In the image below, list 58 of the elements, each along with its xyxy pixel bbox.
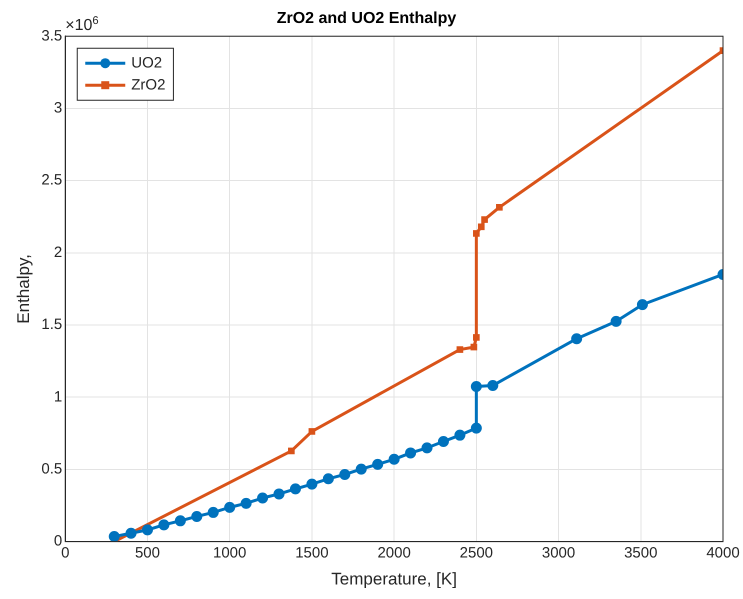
point — [438, 436, 449, 448]
point — [356, 464, 367, 475]
point — [470, 422, 482, 434]
x-tick-label: 3000 — [542, 544, 576, 562]
point — [174, 515, 186, 526]
point — [388, 454, 400, 465]
y-tick-label: 0.5 — [41, 460, 62, 478]
point — [372, 458, 384, 470]
point — [571, 333, 582, 344]
y-tick-label: 1 — [54, 388, 62, 406]
point — [473, 334, 480, 341]
chart-title: ZrO2 and UO2 Enthalpy — [276, 10, 456, 28]
y-tick-label: 0 — [54, 532, 62, 550]
point — [636, 299, 648, 310]
point — [454, 430, 466, 441]
point — [422, 442, 433, 454]
point — [158, 519, 170, 530]
point — [240, 498, 252, 509]
legend-label: ZrO2 — [131, 76, 166, 94]
y-tick-label: 3.5 — [41, 27, 62, 44]
point — [322, 473, 334, 484]
x-axis-title: Temperature, [K] — [331, 569, 457, 588]
y-tick-label: 1.5 — [41, 316, 62, 334]
point — [610, 316, 622, 327]
legend-label: UO2 — [131, 54, 162, 72]
point — [288, 448, 295, 454]
x-tick-label: 2000 — [377, 544, 411, 562]
point — [224, 502, 236, 513]
x-tick-label: 2500 — [460, 544, 494, 562]
point — [126, 528, 137, 539]
x-tick-label: 500 — [134, 544, 160, 562]
point — [496, 204, 503, 211]
point — [470, 381, 482, 392]
y-tick-label: 2 — [54, 244, 62, 261]
y-axis-title: Enthalpy, — [14, 254, 33, 324]
point — [290, 483, 301, 494]
point — [208, 506, 219, 518]
point — [142, 524, 153, 536]
point — [478, 223, 485, 230]
point — [405, 447, 416, 458]
point — [306, 478, 318, 490]
y-tick-label: 3 — [54, 100, 62, 117]
y-tick-label: 2.5 — [41, 172, 62, 189]
point — [473, 230, 480, 237]
x-tick-label: 1000 — [213, 544, 246, 562]
point — [339, 468, 350, 480]
point — [481, 216, 488, 223]
x-tick-label: 1500 — [295, 544, 329, 562]
point — [191, 510, 202, 522]
x-tick-label: 3500 — [624, 544, 658, 562]
point — [456, 346, 464, 353]
point — [257, 492, 268, 504]
point — [308, 428, 316, 435]
point — [487, 380, 498, 392]
point — [274, 488, 285, 500]
point — [108, 531, 120, 542]
point — [470, 344, 478, 350]
x-tick-label: 4000 — [706, 544, 740, 562]
